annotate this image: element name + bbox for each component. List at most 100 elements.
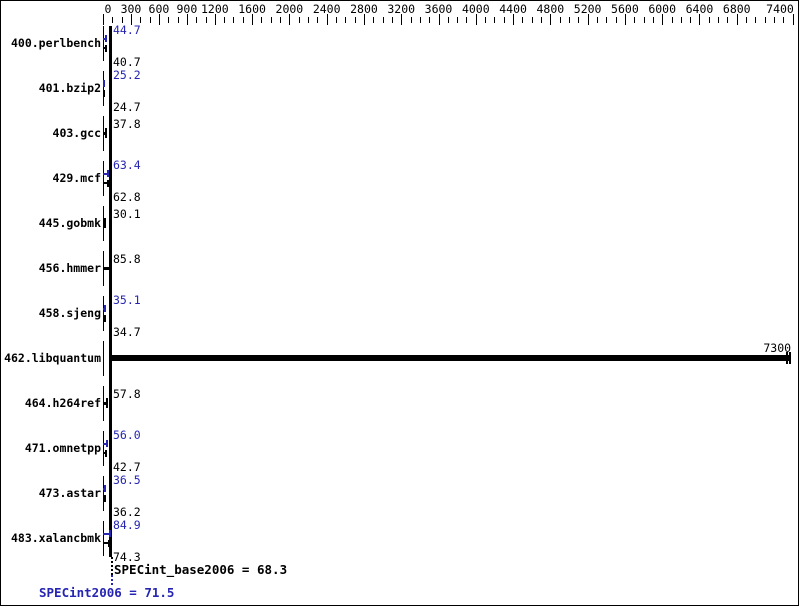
benchmark-bracket	[103, 521, 104, 556]
axis-tick	[140, 17, 142, 23]
axis-tick-label: 6000	[648, 2, 677, 16]
peak-mark-serif	[108, 530, 111, 537]
axis-tick	[419, 17, 421, 23]
axis-tick	[242, 17, 244, 23]
peak-value: 63.4	[113, 158, 141, 172]
axis-tick	[736, 14, 738, 25]
benchmark-label: 403.gcc	[52, 126, 101, 140]
axis-tick-label: 2400	[312, 2, 341, 16]
benchmark-bracket	[103, 26, 104, 61]
axis-tick	[513, 14, 515, 25]
axis-tick	[233, 17, 235, 23]
base-mark-serif	[104, 450, 107, 457]
peak-value: 56.0	[113, 428, 141, 442]
axis-tick	[317, 17, 319, 23]
axis-tick	[401, 14, 403, 25]
axis-tick	[708, 17, 710, 23]
peak-mean-dotted-line	[111, 575, 113, 585]
axis-tick	[680, 17, 682, 23]
axis-tick	[382, 17, 384, 23]
axis-tick	[345, 17, 347, 23]
result-value: 57.8	[113, 387, 141, 401]
axis-tick	[373, 17, 375, 23]
axis-tick-label: 6400	[685, 2, 714, 16]
axis-tick	[186, 14, 188, 25]
base-mark-serif	[106, 180, 109, 187]
axis-tick	[224, 17, 226, 23]
axis-tick	[168, 17, 170, 23]
axis-tick	[410, 17, 412, 23]
base-mean-dotted-line	[111, 557, 113, 575]
axis-tick-label: 4800	[536, 2, 565, 16]
peak-mark-serif	[106, 170, 109, 177]
axis-tick	[308, 17, 310, 23]
axis-tick	[466, 17, 468, 23]
axis-tick	[774, 17, 776, 23]
benchmark-label: 462.libquantum	[4, 351, 101, 365]
axis-tick	[522, 17, 524, 23]
base-mark-serif	[103, 90, 106, 97]
peak-value: 25.2	[113, 68, 141, 82]
axis-tick	[429, 17, 431, 23]
peak-mark-serif	[104, 485, 107, 492]
axis-tick-label: 3200	[387, 2, 416, 16]
result-mark-serif	[108, 263, 111, 273]
axis-tick	[196, 17, 198, 23]
result-mark-serif	[104, 128, 107, 138]
axis-tick	[792, 14, 794, 25]
axis-tick	[615, 17, 617, 23]
result-value: 85.8	[113, 252, 141, 266]
axis-tick	[727, 17, 729, 23]
axis-tick	[624, 14, 626, 25]
axis-tick	[475, 14, 477, 25]
axis-tick	[671, 17, 673, 23]
axis-tick-label: 5600	[611, 2, 639, 16]
axis-tick	[606, 17, 608, 23]
axis-tick	[205, 17, 207, 23]
peak-mark	[103, 38, 108, 40]
axis-tick	[130, 14, 132, 25]
benchmark-label: 456.hmmer	[38, 261, 101, 275]
axis-tick	[569, 17, 570, 23]
benchmark-label: 401.bzip2	[38, 81, 101, 95]
zero-axis-line	[109, 26, 112, 557]
axis-tick	[643, 17, 645, 23]
axis-tick	[559, 17, 561, 23]
axis-tick	[177, 17, 179, 23]
peak-value: 36.5	[113, 473, 141, 487]
axis-tick	[783, 17, 785, 23]
axis-tick	[503, 17, 505, 23]
base-mark-serif	[104, 495, 107, 502]
axis-tick	[634, 17, 636, 23]
axis-tick	[252, 14, 254, 25]
benchmark-label: 400.perlbench	[10, 36, 101, 50]
axis-tick	[149, 17, 151, 23]
peak-mark	[103, 173, 109, 175]
benchmark-label: 473.astar	[38, 486, 101, 500]
axis-tick	[112, 17, 114, 23]
specint-base2006-score: SPECint_base2006 = 68.3	[114, 562, 288, 577]
base-mark	[103, 182, 109, 184]
result-mark	[103, 402, 109, 405]
axis-tick	[270, 17, 272, 23]
benchmark-bracket	[103, 341, 104, 376]
axis-tick	[326, 14, 328, 25]
axis-tick	[541, 17, 543, 23]
axis-tick	[699, 14, 701, 25]
axis-tick-label: 4400	[499, 2, 527, 16]
base-value: 74.3	[113, 550, 141, 564]
base-mark-serif	[104, 45, 107, 52]
benchmark-bracket	[103, 431, 104, 466]
axis-tick-label: 1200	[200, 2, 229, 16]
peak-mark-serif	[104, 305, 107, 312]
benchmark-bracket	[103, 71, 104, 106]
axis-tick	[494, 17, 496, 23]
axis-tick	[457, 17, 459, 23]
base-value: 34.7	[113, 325, 141, 339]
benchmark-bracket	[103, 161, 104, 196]
axis-tick	[391, 17, 393, 23]
peak-value: 35.1	[113, 293, 141, 307]
bar-end-serif	[789, 352, 792, 364]
result-mark-serif	[103, 218, 106, 228]
axis-tick-label: 1600	[238, 2, 266, 16]
